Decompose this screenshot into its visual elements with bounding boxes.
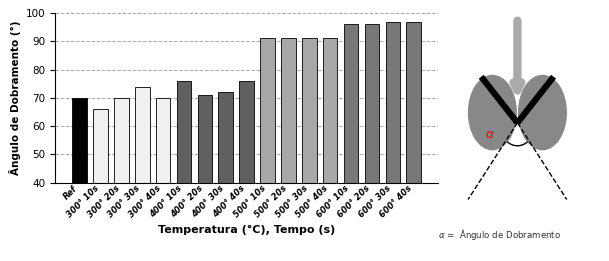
Bar <box>72 98 87 183</box>
Bar <box>260 39 275 183</box>
Bar <box>177 81 191 183</box>
Bar <box>385 22 400 183</box>
X-axis label: Temperatura (°C), Tempo (s): Temperatura (°C), Tempo (s) <box>158 225 336 235</box>
Circle shape <box>468 75 516 150</box>
Bar <box>281 39 296 183</box>
Bar <box>406 22 421 183</box>
Bar <box>219 92 233 183</box>
Bar <box>135 87 150 183</box>
Text: $\alpha$ =  Ângulo de Dobramento: $\alpha$ = Ângulo de Dobramento <box>438 227 561 242</box>
Bar <box>343 24 358 183</box>
Bar <box>323 39 337 183</box>
Bar <box>156 98 171 183</box>
Bar <box>93 109 108 183</box>
Bar <box>302 39 317 183</box>
Bar <box>365 24 379 183</box>
Y-axis label: Ângulo de Dobramento (°): Ângulo de Dobramento (°) <box>9 21 21 175</box>
Circle shape <box>519 75 566 150</box>
Bar <box>114 98 128 183</box>
Text: $\alpha$: $\alpha$ <box>485 128 495 141</box>
Bar <box>239 81 254 183</box>
Bar <box>197 95 212 183</box>
